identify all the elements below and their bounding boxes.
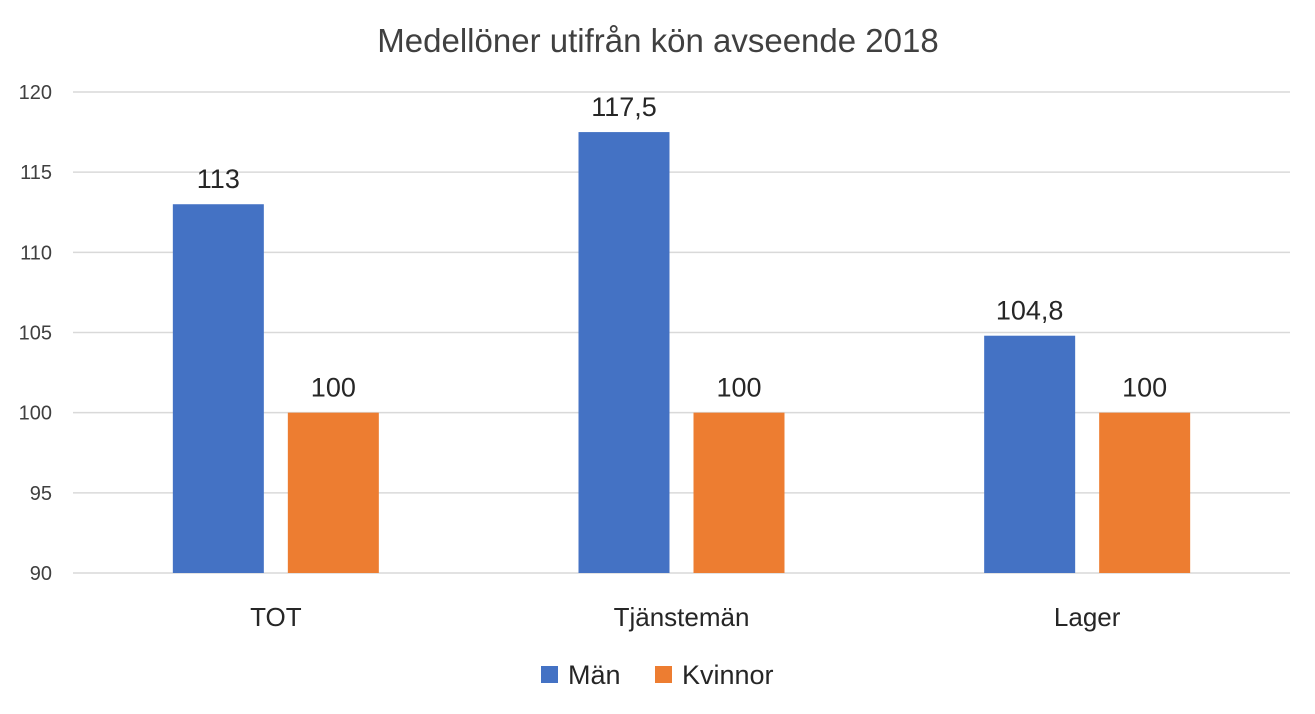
x-axis-categories: TOT Tjänstemän Lager [250,602,1121,632]
chart-title: Medellöner utifrån kön avseende 2018 [377,22,938,59]
bar-man [984,335,1076,573]
data-label: 113 [197,164,240,194]
bars [172,132,1191,574]
bar-kvinnor [693,412,785,573]
legend-label: Kvinnor [682,660,774,690]
x-category-label: Lager [1054,602,1121,632]
y-axis-ticks: 90 95 100 105 110 115 120 [19,82,52,585]
bar-man [172,204,264,573]
y-tick-label: 100 [19,403,52,425]
x-category-label: Tjänstemän [614,602,750,632]
y-tick-label: 90 [30,563,52,585]
bar-man [578,132,670,574]
data-label: 104,8 [996,296,1064,326]
y-tick-label: 120 [19,82,52,104]
data-label: 117,5 [591,92,657,122]
data-label: 100 [716,373,761,403]
data-labels: 113 100 117,5 100 104,8 100 [197,92,1167,403]
x-category-label: TOT [250,602,302,632]
data-label: 100 [311,373,356,403]
y-tick-label: 95 [30,483,52,505]
y-tick-label: 115 [20,162,52,184]
y-tick-label: 110 [20,242,52,264]
legend-label: Män [568,660,621,690]
y-tick-label: 105 [19,323,52,345]
data-label: 100 [1122,373,1167,403]
gridlines [73,91,1290,574]
bar-kvinnor [287,412,379,573]
legend-swatch [541,666,558,683]
legend-swatch [655,666,672,683]
bar-kvinnor [1099,412,1191,573]
legend: Män Kvinnor [541,660,774,690]
